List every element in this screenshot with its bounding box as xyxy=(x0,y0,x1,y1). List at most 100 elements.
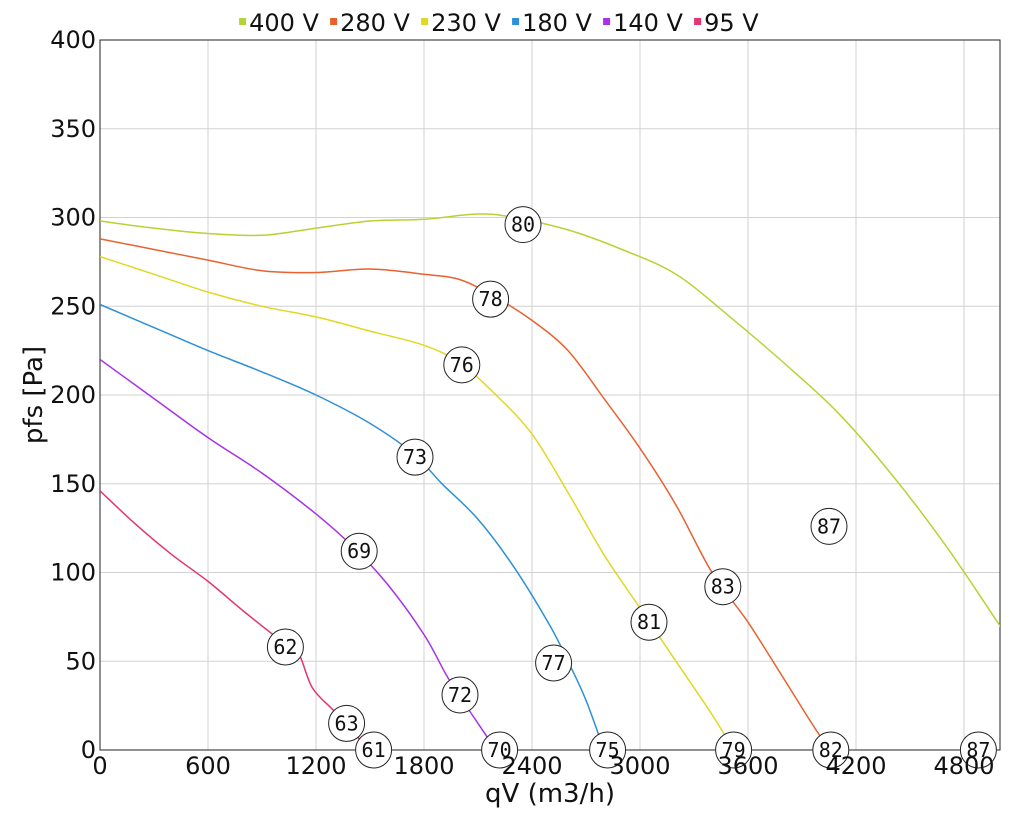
legend-item: 280 V xyxy=(330,9,411,37)
legend-label: 180 V xyxy=(522,9,592,37)
speed-marker-circle xyxy=(504,206,542,244)
series-line-1 xyxy=(100,238,835,750)
speed-marker: 80 xyxy=(504,206,542,244)
speed-marker-label: 80 xyxy=(511,213,535,237)
series-line-4 xyxy=(100,358,497,750)
y-tick-label: 250 xyxy=(50,292,96,320)
grid xyxy=(100,40,1000,750)
speed-marker-label: 70 xyxy=(488,738,512,762)
speed-marker: 62 xyxy=(266,628,304,666)
series-line-0 xyxy=(100,213,1000,628)
speed-marker-label: 62 xyxy=(273,635,297,659)
speed-marker-circle xyxy=(535,644,573,682)
speed-marker-label: 63 xyxy=(335,711,359,735)
speed-marker: 77 xyxy=(535,644,573,682)
speed-marker: 82 xyxy=(812,731,850,769)
y-tick-label: 200 xyxy=(50,381,96,409)
legend-label: 230 V xyxy=(431,9,501,37)
y-tick-label: 50 xyxy=(65,647,96,675)
legend-item: 95 V xyxy=(694,9,759,37)
legend-item: 140 V xyxy=(603,9,684,37)
speed-marker-label: 83 xyxy=(711,575,735,599)
plot-frame xyxy=(99,39,1001,751)
tick-labels: 0 600 1200 1800 2400 3000 3600 4200 4800 0 50 100 15… xyxy=(50,26,994,780)
speed-marker-circle xyxy=(715,731,753,769)
speed-marker-circle xyxy=(355,731,393,769)
speed-marker: 73 xyxy=(396,438,434,476)
legend-label: 280 V xyxy=(340,9,410,37)
y-tick-label: 100 xyxy=(50,559,96,587)
speed-marker: 70 xyxy=(481,731,519,769)
legend-swatch xyxy=(694,18,702,25)
speed-marker-label: 77 xyxy=(542,651,566,675)
speed-marker-label: 75 xyxy=(596,738,620,762)
x-tick-label: 0 xyxy=(92,752,107,780)
speed-marker: 78 xyxy=(472,280,510,318)
speed-marker-circle xyxy=(266,628,304,666)
speed-marker: 87 xyxy=(810,507,848,545)
x-axis-title: qV (m3/h) xyxy=(485,779,615,809)
speed-marker-label: 87 xyxy=(817,514,841,538)
legend-label: 95 V xyxy=(704,9,759,37)
y-axis-title: pfs [Pa] xyxy=(19,346,49,444)
speed-marker-label: 73 xyxy=(403,445,427,469)
speed-marker-label: 81 xyxy=(637,610,661,634)
speed-marker: 69 xyxy=(340,532,378,570)
legend-swatch xyxy=(603,18,611,25)
x-tick-label: 2400 xyxy=(501,752,562,780)
x-tick-label: 600 xyxy=(185,752,231,780)
speed-marker-circle xyxy=(472,280,510,318)
legend-item: 400 V xyxy=(239,9,320,37)
speed-marker: 63 xyxy=(328,704,366,742)
speed-marker-circle xyxy=(441,676,479,714)
speed-marker: 83 xyxy=(704,568,742,606)
x-tick-label: 1800 xyxy=(393,752,454,780)
legend-swatch xyxy=(512,18,520,25)
speed-marker-label: 78 xyxy=(479,287,503,311)
speed-marker-circle xyxy=(328,704,366,742)
speed-marker-circle xyxy=(959,731,997,769)
speed-marker-label: 69 xyxy=(347,539,371,563)
x-tick-label: 3000 xyxy=(609,752,670,780)
speed-marker-label: 82 xyxy=(819,738,843,762)
x-tick-label: 4200 xyxy=(825,752,886,780)
speed-marker: 75 xyxy=(589,731,627,769)
x-tick-label: 3600 xyxy=(717,752,778,780)
legend: 400 V 280 V 230 V 180 V 140 V 95 V xyxy=(239,9,759,37)
speed-marker: 79 xyxy=(715,731,753,769)
speed-marker-circle xyxy=(704,568,742,606)
speed-marker: 87 xyxy=(959,731,997,769)
legend-label: 400 V xyxy=(249,9,319,37)
y-tick-label: 400 xyxy=(50,26,96,54)
speed-marker: 76 xyxy=(443,346,481,384)
speed-marker-circle xyxy=(630,603,668,641)
x-tick-label: 1200 xyxy=(285,752,346,780)
y-tick-label: 150 xyxy=(50,470,96,498)
speed-marker-label: 76 xyxy=(450,353,474,377)
speed-marker-label: 87 xyxy=(966,738,990,762)
speed-marker-label: 72 xyxy=(448,683,472,707)
series-line-5 xyxy=(100,490,375,750)
y-tick-label: 0 xyxy=(81,736,96,764)
x-tick-label: 4800 xyxy=(933,752,994,780)
speed-marker-circle xyxy=(396,438,434,476)
speed-marker: 61 xyxy=(355,731,393,769)
legend-swatch xyxy=(421,18,429,25)
speed-marker-circle xyxy=(443,346,481,384)
series-line-3 xyxy=(100,303,605,750)
speed-marker-label: 61 xyxy=(362,738,386,762)
speed-marker: 72 xyxy=(441,676,479,714)
legend-swatch xyxy=(239,18,247,25)
speed-marker-circle xyxy=(340,532,378,570)
speed-marker-circle xyxy=(810,507,848,545)
speed-marker-label: 79 xyxy=(722,738,746,762)
y-tick-label: 350 xyxy=(50,115,96,143)
y-tick-label: 300 xyxy=(50,204,96,232)
legend-swatch xyxy=(330,18,338,25)
legend-label: 140 V xyxy=(613,9,683,37)
speed-marker-circle xyxy=(812,731,850,769)
speed-marker-circle xyxy=(481,731,519,769)
speed-marker: 81 xyxy=(630,603,668,641)
